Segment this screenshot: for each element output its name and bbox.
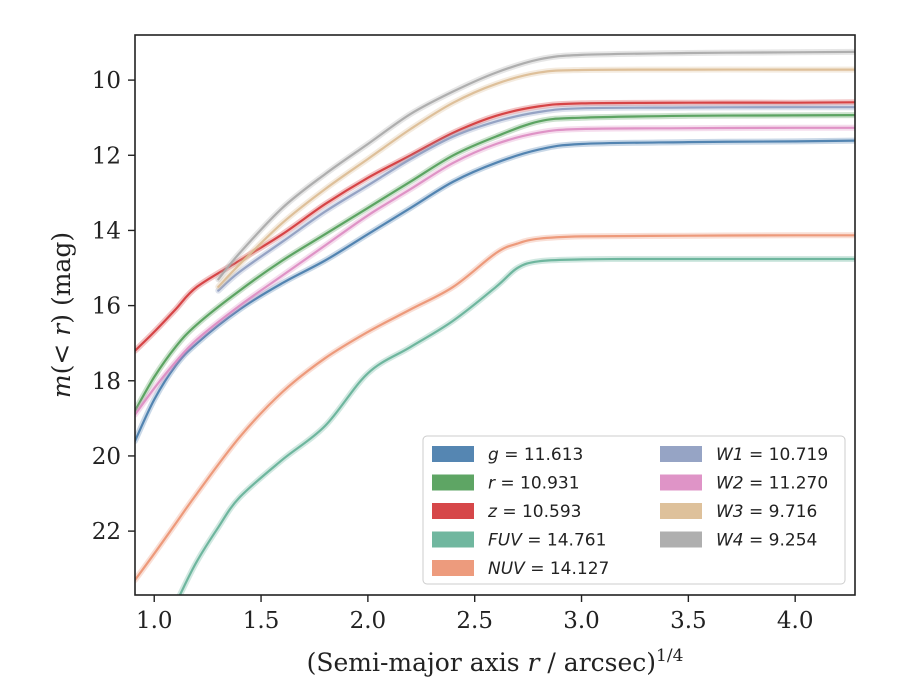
x-axis-title: (Semi-major axis r / arcsec)1/4 [307, 646, 684, 677]
legend-label-NUV: NUV = 14.127 [488, 559, 609, 579]
y-tick-label: 22 [92, 519, 121, 545]
legend-label-W2: W2 = 11.270 [716, 474, 828, 494]
legend-label-z: z = 10.593 [487, 502, 581, 522]
y-axis-title: m(< r) (mag) [47, 232, 76, 398]
legend-swatch-W2 [660, 474, 702, 491]
x-tick-label: 2.5 [456, 608, 493, 634]
legend-label-W1: W1 = 10.719 [716, 445, 828, 465]
legend-swatch-z [432, 503, 474, 519]
series-line-g [135, 139, 855, 442]
legend-swatch-g [432, 446, 474, 462]
legend-label-FUV: FUV = 14.761 [488, 531, 606, 551]
legend-box [422, 435, 846, 585]
y-axis: 10 12 14 16 18 20 22 [92, 68, 135, 545]
series-line-W1 [217, 106, 855, 292]
series-line-z [135, 101, 855, 352]
legend-swatch-FUV [432, 531, 474, 548]
legend-swatch-W4 [660, 531, 702, 548]
legend-label-r: r = 10.931 [488, 474, 580, 494]
series-line-NUV [135, 234, 855, 582]
x-tick-label: 2.0 [350, 608, 387, 634]
legend-label-W3: W3 = 9.716 [716, 502, 817, 522]
legend-label-W4: W4 = 9.254 [716, 531, 817, 551]
x-axis: 1.0 1.5 2.0 2.5 3.0 3.5 4.0 [136, 595, 814, 634]
x-tick-label: 1.0 [136, 608, 173, 634]
series-line-W3 [217, 68, 855, 288]
y-tick-label: 14 [92, 218, 121, 244]
y-tick-label: 16 [92, 294, 121, 320]
legend-swatch-r [432, 474, 474, 491]
legend-swatch-NUV [432, 560, 474, 576]
series-layer [135, 48, 855, 595]
y-tick-label: 18 [92, 369, 121, 395]
series-line-FUV [178, 257, 855, 595]
x-tick-label: 3.0 [563, 608, 600, 634]
x-tick-label: 4.0 [777, 608, 814, 634]
y-tick-label: 10 [92, 68, 121, 94]
series-band-W4 [215, 48, 855, 283]
series-line-r [135, 114, 855, 412]
series-line-W2 [135, 126, 855, 416]
y-tick-label: 12 [92, 143, 121, 169]
legend-swatch-W3 [660, 503, 702, 519]
x-tick-label: 3.5 [670, 608, 707, 634]
x-tick-label: 1.5 [243, 608, 280, 634]
legend-label-g: g = 11.613 [488, 445, 583, 465]
legend-swatch-W1 [660, 446, 702, 462]
y-tick-label: 20 [92, 444, 121, 470]
plot-frame [134, 34, 856, 596]
series-line-W4 [217, 50, 855, 281]
legend: g = 11.613 r = 10.931 z = 10.593 FUV = 14.7… [422, 435, 846, 585]
